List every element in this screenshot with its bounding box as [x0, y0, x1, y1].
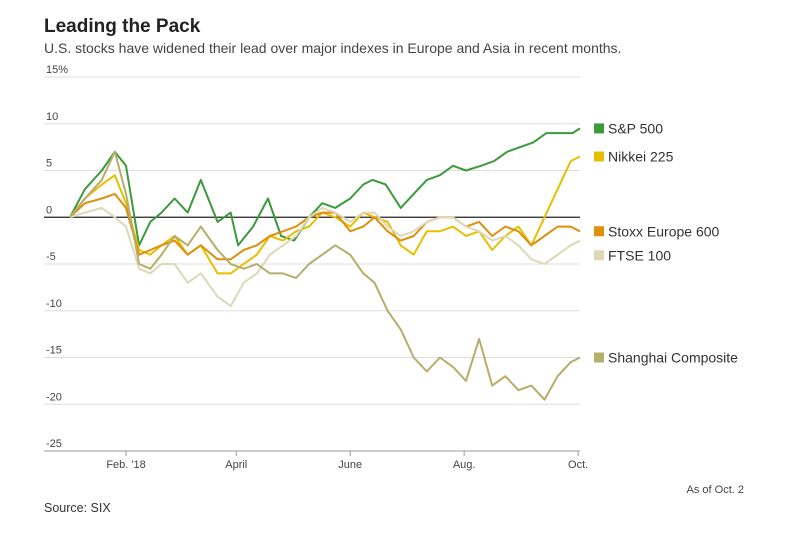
- series-layer: [69, 127, 581, 401]
- as-of-note: As of Oct. 2: [686, 484, 744, 496]
- y-tick-label: 0: [46, 204, 52, 216]
- series-line-s-p-500: [69, 127, 581, 247]
- series-line-shanghai-composite: [69, 150, 581, 401]
- axis-layer: 15% 10 5 0 -5 -10 -15 -20 -25 Feb. '18 April June Au…: [44, 64, 588, 471]
- y-tick-label: -20: [46, 391, 62, 403]
- y-tick-label: -25: [46, 438, 62, 450]
- y-tick-label: -10: [46, 298, 62, 310]
- legend-label-nikkei-225: Nikkei 225: [608, 148, 674, 164]
- y-tick-label: -15: [46, 345, 62, 357]
- x-tick-label: April: [225, 459, 247, 471]
- x-tick-label: Feb. '18: [106, 459, 145, 471]
- legend-label-s-p-500: S&P 500: [608, 120, 663, 136]
- x-tick-label: Oct.: [568, 459, 588, 471]
- legend-swatch-stoxx-europe-600: [594, 226, 604, 237]
- y-tick-label: 5: [46, 158, 52, 170]
- legend-label-stoxx-europe-600: Stoxx Europe 600: [608, 223, 720, 239]
- y-tick-label: 15%: [46, 64, 68, 76]
- legend-swatch-nikkei-225: [594, 151, 604, 162]
- legend-label-ftse-100: FTSE 100: [608, 247, 671, 263]
- y-tick-label: 10: [46, 111, 58, 123]
- source-note: Source: SIX: [44, 501, 111, 515]
- series-line-nikkei-225: [69, 155, 581, 275]
- legend-swatch-shanghai-composite: [594, 352, 604, 363]
- series-line-stoxx-europe-600: [69, 192, 581, 261]
- legend-label-shanghai-composite: Shanghai Composite: [608, 350, 738, 366]
- series-line-ftse-100: [69, 206, 581, 308]
- x-tick-label: Aug.: [453, 459, 476, 471]
- chart-subtitle: U.S. stocks have widened their lead over…: [44, 40, 622, 56]
- y-tick-label: -5: [46, 251, 56, 263]
- chart-title: Leading the Pack: [44, 16, 201, 37]
- legend-layer: S&P 500 Nikkei 225 Stoxx Europe 600 FTSE 10…: [594, 120, 738, 366]
- x-tick-label: June: [338, 459, 362, 471]
- legend-swatch-s-p-500: [594, 123, 604, 134]
- legend-swatch-ftse-100: [594, 250, 604, 261]
- grid-layer: [44, 76, 580, 452]
